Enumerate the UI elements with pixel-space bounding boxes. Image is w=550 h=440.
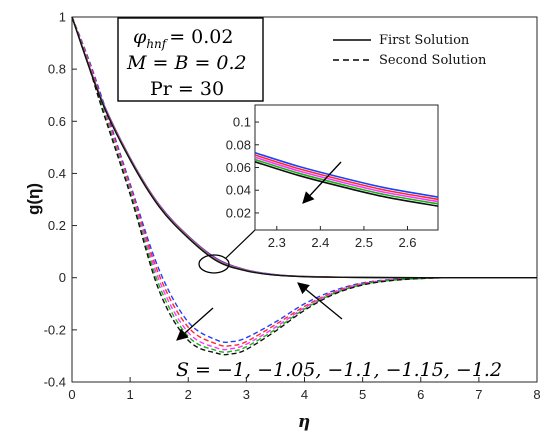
inset-trend-arrow [302, 161, 342, 204]
x-tick-label: 1 [127, 387, 134, 402]
legend-second-solution: Second Solution [379, 53, 487, 68]
inset-line-S-1 [254, 151, 439, 198]
zoom-connector [225, 229, 256, 259]
inset-line-S-1.1 [254, 156, 439, 203]
y-tick-label: -0.4 [44, 375, 66, 390]
y-tick-label: -0.2 [44, 322, 66, 337]
first-solution-line-S-1.2 [71, 16, 537, 279]
inset-x-tick-label: 2.3 [268, 235, 286, 250]
inset-line-S-1.15 [254, 158, 439, 205]
x-tick-label: 7 [475, 387, 482, 402]
x-axis-label: η [298, 412, 310, 432]
inset-y-tick-label: 0.06 [226, 160, 251, 175]
inset-line-S-1.05 [254, 154, 439, 201]
y-axis-label: g(η) [24, 183, 43, 215]
minimum-trend-arrow [176, 307, 214, 341]
parameter-box: φhnf = 0.02 M = B = 0.2 Pr = 30 [117, 17, 264, 102]
inset-line-S-1.2 [254, 161, 439, 207]
main-curves [71, 16, 537, 356]
second-solution-line-S-1.2 [71, 16, 537, 356]
x-tick-label: 4 [301, 387, 308, 402]
sweep-label: S = −1, −1.05, −1.1, −1.15, −1.2 [176, 359, 502, 381]
inset-y-tick-label: 0.1 [233, 115, 251, 130]
param-mb: M = B = 0.2 [126, 52, 247, 74]
legend-first-solution: First Solution [379, 33, 470, 48]
x-tick-label: 6 [417, 387, 424, 402]
inset-y-tick-label: 0.02 [226, 205, 251, 220]
x-tick-label: 2 [185, 387, 192, 402]
second-solution-line-S-1.15 [71, 16, 537, 353]
y-tick-label: 0 [59, 270, 66, 285]
second-solution-line-S-1.1 [71, 16, 537, 351]
y-tick-label: 1 [59, 10, 66, 25]
y-tick-label: 0.2 [48, 218, 66, 233]
y-tick-label: 0.8 [48, 62, 66, 77]
inset-x-tick-label: 2.5 [355, 235, 373, 250]
x-tick-label: 5 [359, 387, 366, 402]
recovery-trend-arrow [297, 282, 343, 320]
zoom-ellipse [198, 254, 230, 274]
inset-x-tick-label: 2.6 [398, 235, 416, 250]
inset-ticks: 2.3 2.4 2.5 2.6 0.1 0.08 0.06 0.04 0.02 [226, 115, 417, 250]
y-tick-label: 0.6 [48, 114, 66, 129]
x-tick-label: 8 [533, 387, 540, 402]
inset-y-tick-label: 0.08 [226, 137, 251, 152]
x-tick-label: 3 [243, 387, 250, 402]
inset-x-tick-label: 2.4 [311, 235, 329, 250]
inset-y-tick-label: 0.04 [226, 183, 251, 198]
legend: First Solution Second Solution [333, 33, 487, 68]
param-phi: φhnf = 0.02 [133, 26, 233, 51]
y-tick-label: 0.4 [48, 166, 66, 181]
param-pr: Pr = 30 [150, 78, 224, 100]
main-ticks: 0 1 2 3 4 5 6 7 8 1 0.8 0.6 0.4 0.2 0 -0.2 -0.4 [44, 10, 541, 403]
x-tick-label: 0 [68, 387, 75, 402]
inset-curves [254, 151, 439, 207]
